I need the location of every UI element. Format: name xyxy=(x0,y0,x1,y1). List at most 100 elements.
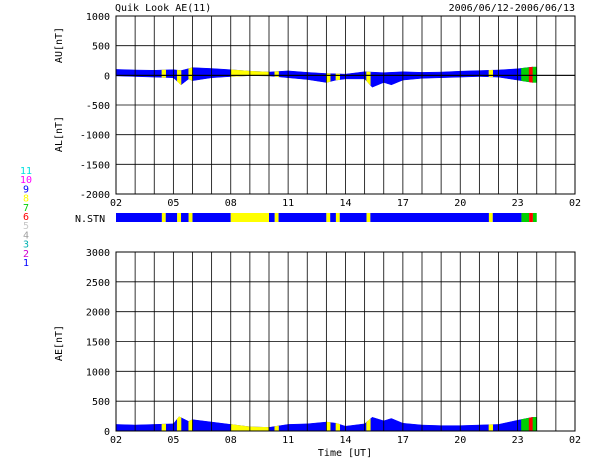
y-tick-label: -1000 xyxy=(80,131,110,142)
ae-axis-label: AE[nT] xyxy=(54,325,65,361)
x-tick-label: 14 xyxy=(339,435,351,446)
x-tick-label: 02 xyxy=(569,198,581,209)
station-fill-segment xyxy=(335,75,341,81)
x-tick-label: 02 xyxy=(569,435,581,446)
station-legend-item: 2 xyxy=(23,249,29,260)
station-segment xyxy=(192,213,231,222)
y-tick-label: 1000 xyxy=(86,12,110,23)
date-range: 2006/06/12-2006/06/13 xyxy=(449,3,575,14)
station-fill-segment xyxy=(532,417,537,432)
station-fill-segment xyxy=(176,416,182,432)
station-fill-segment xyxy=(366,75,371,86)
station-strip-label: N.STN xyxy=(75,214,105,225)
y-tick-label: -500 xyxy=(86,101,110,112)
x-tick-label: 17 xyxy=(397,198,409,209)
station-fill-segment xyxy=(274,71,279,76)
station-fill-segment xyxy=(335,422,341,432)
y-tick-label: 0 xyxy=(104,427,110,438)
chart-title: Quik Look AE(11) xyxy=(115,3,211,14)
x-tick-label: 08 xyxy=(225,198,237,209)
station-segment xyxy=(488,213,493,222)
station-strip-panel xyxy=(116,213,537,222)
plot-frame xyxy=(115,15,576,195)
station-fill-segment xyxy=(488,69,494,76)
y-tick-label: 500 xyxy=(92,397,110,408)
y-tick-label: 2000 xyxy=(86,308,110,319)
station-fill-segment xyxy=(532,75,537,83)
station-fill-segment xyxy=(176,69,182,76)
y-tick-label: 500 xyxy=(92,42,110,53)
station-legend-item: 10 xyxy=(20,175,32,186)
station-legend-item: 11 xyxy=(20,166,32,177)
y-tick-label: 0 xyxy=(104,71,110,82)
station-legend-item: 4 xyxy=(23,230,29,241)
station-segment xyxy=(165,213,178,222)
y-tick-label: 2500 xyxy=(86,278,110,289)
station-legend-item: 9 xyxy=(23,184,29,195)
station-segment xyxy=(188,213,193,222)
station-fill-segment xyxy=(521,417,530,432)
station-segment xyxy=(278,213,327,222)
station-segment xyxy=(326,213,331,222)
station-fill-segment xyxy=(532,66,537,76)
station-legend-item: 1 xyxy=(23,258,29,269)
station-segment xyxy=(274,213,279,222)
x-tick-label: 14 xyxy=(339,198,351,209)
plot-frame xyxy=(115,251,576,432)
station-segment xyxy=(335,213,340,222)
x-tick-label: 02 xyxy=(110,435,122,446)
station-segment xyxy=(161,213,166,222)
x-axis-label: Time [UT] xyxy=(318,448,372,459)
station-segment xyxy=(370,213,489,222)
station-segment xyxy=(330,213,336,222)
station-legend-item: 3 xyxy=(23,240,29,251)
x-tick-label: 11 xyxy=(282,435,294,446)
station-segment xyxy=(181,213,189,222)
station-legend-item: 8 xyxy=(23,194,29,205)
station-segment xyxy=(521,213,530,222)
station-segment xyxy=(230,213,269,222)
station-segment xyxy=(366,213,371,222)
x-tick-label: 17 xyxy=(397,435,409,446)
station-fill-segment xyxy=(188,419,193,432)
x-tick-label: 05 xyxy=(167,435,179,446)
station-fill-segment xyxy=(528,66,534,76)
station-segment xyxy=(339,213,367,222)
station-fill-segment xyxy=(161,69,166,76)
station-fill-segment xyxy=(528,416,534,432)
x-tick-label: 23 xyxy=(512,435,524,446)
station-fill-segment xyxy=(188,75,193,82)
station-segment xyxy=(532,213,537,222)
x-tick-label: 11 xyxy=(282,198,294,209)
station-fill-segment xyxy=(161,423,166,432)
station-legend-item: 7 xyxy=(23,203,29,214)
x-tick-label: 05 xyxy=(167,198,179,209)
x-tick-label: 23 xyxy=(512,198,524,209)
station-segment xyxy=(529,213,533,222)
al-axis-label: AL[nT] xyxy=(54,116,65,152)
station-fill-segment xyxy=(366,71,371,76)
station-legend-item: 6 xyxy=(23,212,29,223)
station-fill-segment xyxy=(528,75,534,83)
station-segment xyxy=(116,213,162,222)
station-fill-segment xyxy=(366,418,371,432)
station-fill-segment xyxy=(326,75,331,83)
y-tick-label: -1500 xyxy=(80,160,110,171)
y-tick-label: 1000 xyxy=(86,367,110,378)
x-tick-label: 20 xyxy=(454,435,466,446)
station-fill-segment xyxy=(274,425,279,432)
x-tick-label: 08 xyxy=(225,435,237,446)
station-legend-item: 5 xyxy=(23,221,29,232)
station-segment xyxy=(492,213,522,222)
x-tick-label: 20 xyxy=(454,198,466,209)
y-tick-label: 1500 xyxy=(86,338,110,349)
station-segment xyxy=(269,213,275,222)
y-tick-label: 3000 xyxy=(86,248,110,259)
station-fill-segment xyxy=(488,424,494,432)
au-axis-label: AU[nT] xyxy=(54,27,65,63)
station-fill-segment xyxy=(521,75,530,83)
